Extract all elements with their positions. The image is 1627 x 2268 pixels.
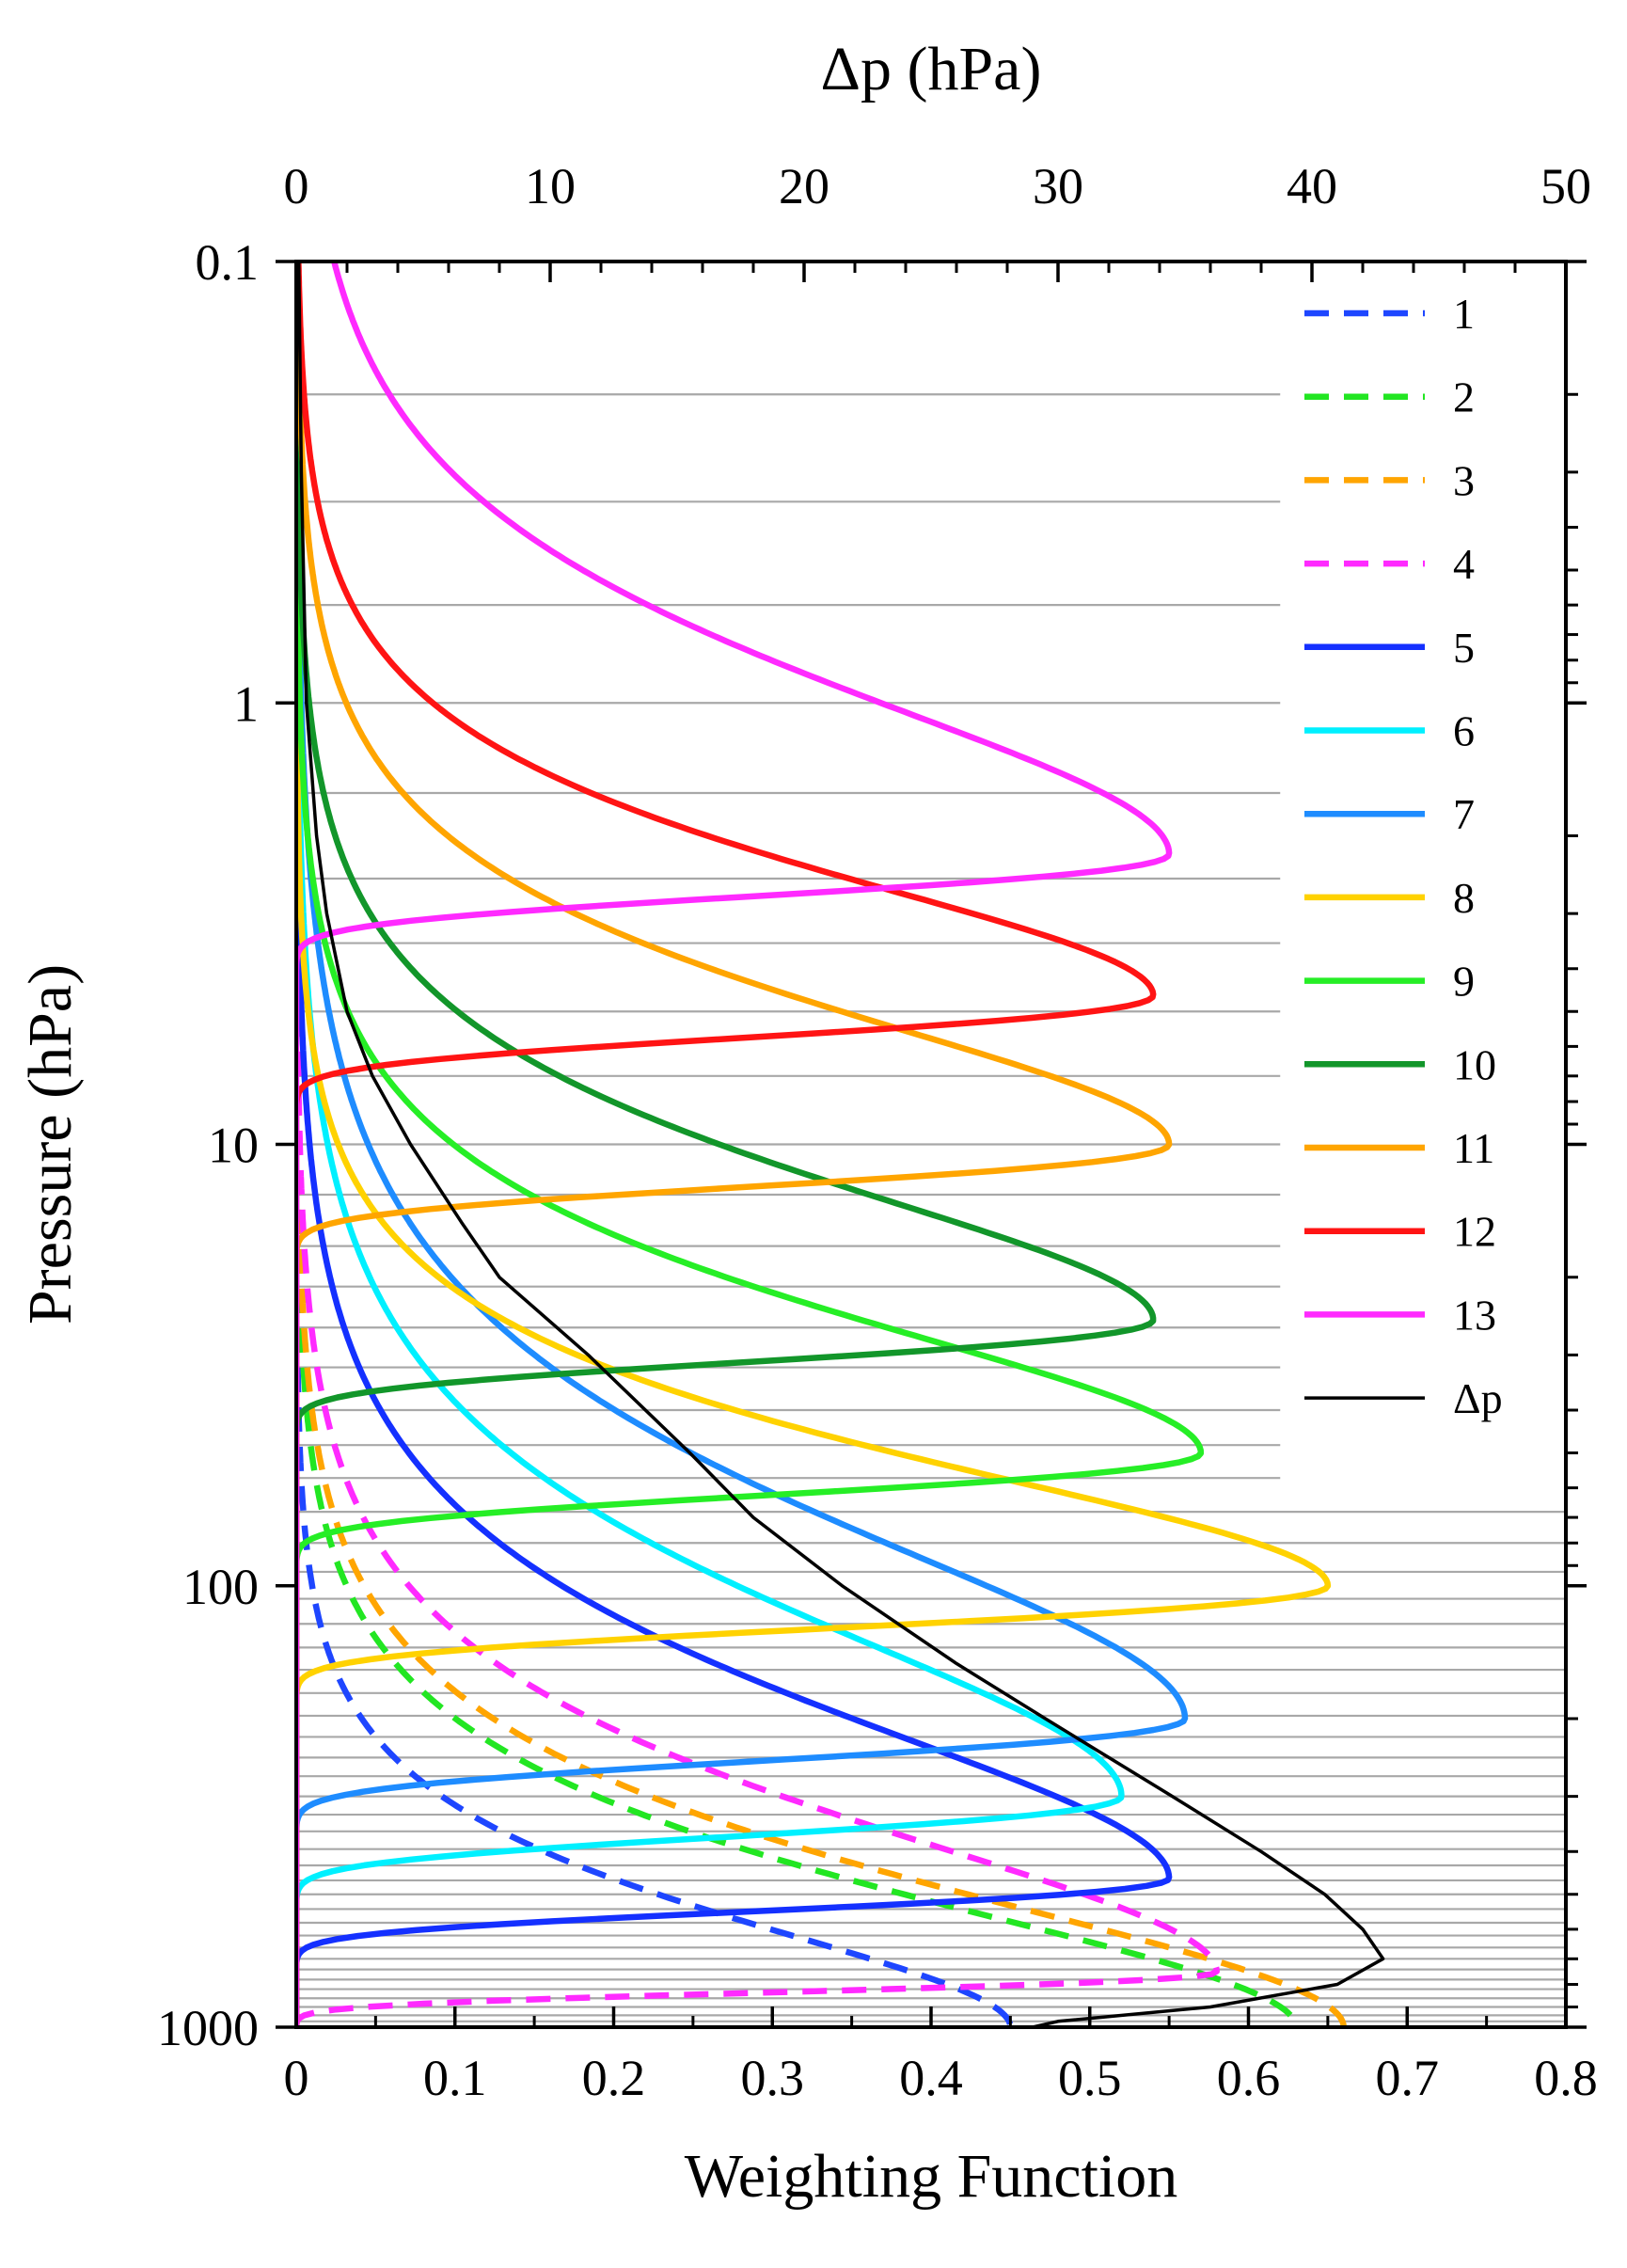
legend-label: 13	[1453, 1291, 1496, 1339]
series-line-13	[296, 262, 1173, 2027]
top-x-axis-title: Δp (hPa)	[821, 35, 1042, 103]
legend-label: 9	[1453, 958, 1475, 1006]
series-line-4	[296, 262, 1220, 2027]
bottom-x-tick-label: 0.8	[1534, 2050, 1598, 2106]
legend-label: 12	[1453, 1208, 1496, 1256]
legend-label: 11	[1453, 1124, 1494, 1172]
y-tick-label: 100	[182, 1559, 259, 1615]
top-x-tick-label: 50	[1540, 158, 1591, 214]
axis-ticks: 0 0.1 0.2 0.3 0.4 0.5 0.6 0.7 0.8 0 10 20 30 40 50 0.1 1…	[157, 158, 1598, 2106]
model-level-gridlines	[296, 393, 1566, 2029]
top-x-tick-label: 10	[525, 158, 576, 214]
legend-label: 4	[1453, 540, 1475, 588]
legend-label: 3	[1453, 456, 1475, 504]
series-line-10	[296, 262, 1157, 2027]
top-x-tick-label: 0	[284, 158, 309, 214]
y-tick-label: 0.1	[196, 234, 260, 291]
legend-label: 10	[1453, 1040, 1496, 1088]
bottom-x-tick-label: 0.6	[1217, 2050, 1281, 2106]
y-tick-label: 1000	[157, 2000, 259, 2056]
series-line-12	[296, 262, 1157, 2027]
bottom-x-tick-label: 0.5	[1058, 2050, 1122, 2106]
top-x-tick-label: 30	[1033, 158, 1083, 214]
top-x-tick-label: 40	[1287, 158, 1337, 214]
bottom-x-tick-label: 0	[284, 2050, 309, 2106]
bottom-x-tick-label: 0.2	[582, 2050, 646, 2106]
legend-label: 5	[1453, 624, 1475, 672]
bottom-x-axis-title: Weighting Function	[685, 2142, 1178, 2211]
top-x-tick-label: 20	[779, 158, 829, 214]
legend-label: 1	[1453, 290, 1475, 338]
legend-label: 2	[1453, 373, 1475, 421]
series-line-delta-p	[296, 262, 1385, 2027]
legend-label: 6	[1453, 707, 1475, 755]
series-line-11	[296, 262, 1173, 2027]
legend-label: Δp	[1453, 1374, 1503, 1422]
legend-label: 8	[1453, 874, 1475, 922]
y-tick-label: 1	[233, 675, 259, 732]
bottom-x-tick-label: 0.1	[423, 2050, 487, 2106]
y-axis-title: Pressure (hPa)	[16, 964, 85, 1324]
bottom-x-tick-label: 0.4	[899, 2050, 963, 2106]
legend-label: 7	[1453, 790, 1475, 838]
bottom-x-tick-label: 0.7	[1376, 2050, 1440, 2106]
bottom-x-tick-label: 0.3	[741, 2050, 805, 2106]
y-tick-label: 10	[208, 1118, 259, 1174]
